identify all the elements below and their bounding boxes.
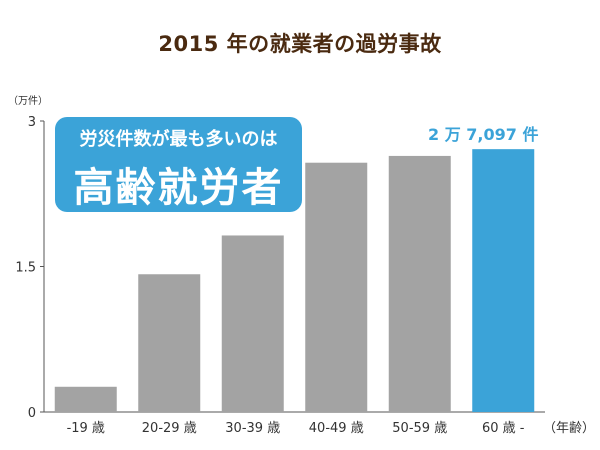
bar (54, 386, 117, 412)
x-tick-label: 30-39 歳 (225, 421, 280, 436)
x-tick-label: 60 歳 - (482, 421, 525, 436)
y-axis-label: （万件） (8, 95, 48, 107)
chart-title: 2015 年の就業者の過労事故 (158, 32, 442, 56)
x-tick-label: 50-59 歳 (392, 421, 447, 436)
bar (221, 235, 284, 412)
bar (472, 149, 535, 412)
x-tick-label: 40-49 歳 (309, 421, 364, 436)
bar (305, 162, 368, 412)
y-tick-label: 3 (28, 115, 36, 130)
callout-subtitle: 労災件数が最も多いのは (79, 129, 278, 150)
bar (138, 274, 201, 412)
y-tick-label: 1.5 (15, 261, 36, 276)
callout-box: 労災件数が最も多いのは 高齢就労者 (55, 117, 302, 212)
highlight-data-label: 2 万 7,097 件 (428, 125, 538, 144)
callout-headline: 高齢就労者 (73, 165, 284, 211)
x-tick-label: 20-29 歳 (142, 421, 197, 436)
bar (388, 155, 451, 413)
x-axis-label: （年齢） (543, 421, 595, 436)
y-tick-label: 0 (28, 406, 36, 421)
x-tick-label: -19 歳 (67, 421, 105, 436)
